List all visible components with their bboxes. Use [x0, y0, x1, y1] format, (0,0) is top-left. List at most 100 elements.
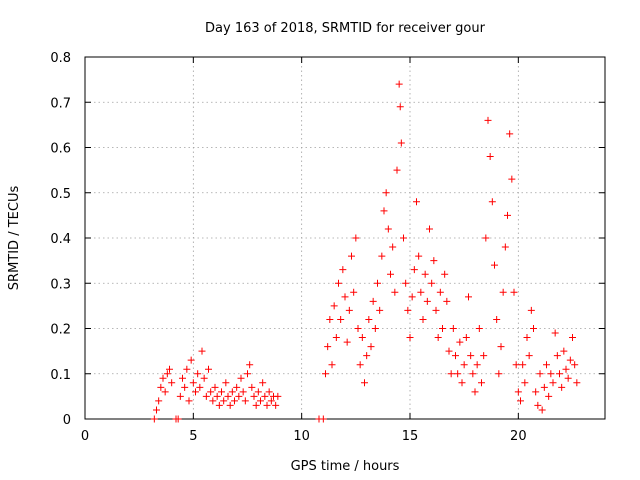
data-point — [532, 388, 540, 396]
y-tick-label: 0.1 — [50, 368, 71, 383]
data-point — [330, 302, 338, 310]
data-point — [254, 388, 262, 396]
data-point — [415, 252, 423, 260]
data-point — [261, 392, 269, 400]
data-point — [185, 397, 193, 405]
data-point — [265, 388, 273, 396]
data-point — [538, 406, 546, 414]
data-point — [558, 383, 566, 391]
data-point — [150, 415, 158, 423]
data-point — [519, 361, 527, 369]
data-point — [488, 198, 496, 206]
data-point — [187, 356, 195, 364]
data-point — [176, 392, 184, 400]
data-point — [397, 139, 405, 147]
x-tick-label: 5 — [189, 429, 197, 444]
data-point — [419, 315, 427, 323]
data-point — [252, 401, 260, 409]
y-axis-title: SRMTID / TECUs — [7, 186, 22, 291]
data-point — [434, 334, 442, 342]
data-point — [454, 370, 462, 378]
data-point — [153, 406, 160, 414]
data-point — [365, 315, 373, 323]
data-point — [441, 270, 449, 278]
data-point — [159, 374, 167, 382]
data-point — [352, 234, 360, 242]
data-point — [233, 383, 241, 391]
data-point — [257, 397, 264, 405]
data-point — [345, 306, 353, 314]
data-point — [341, 293, 349, 301]
data-points — [150, 80, 581, 423]
data-point — [449, 325, 457, 332]
data-point — [272, 401, 280, 409]
data-point — [224, 392, 232, 400]
y-tick-label: 0.4 — [50, 232, 71, 247]
data-point — [553, 352, 561, 360]
data-point — [350, 288, 358, 296]
data-point — [358, 334, 366, 342]
data-point — [241, 397, 249, 405]
data-point — [179, 374, 186, 382]
data-point — [226, 401, 234, 409]
data-point — [491, 261, 498, 269]
data-point — [527, 306, 535, 314]
data-point — [484, 116, 492, 124]
data-point — [183, 365, 191, 373]
data-point — [423, 297, 431, 305]
data-point — [202, 392, 210, 400]
y-tick-label: 0.3 — [50, 277, 71, 292]
data-point — [207, 388, 215, 396]
data-point — [506, 130, 514, 138]
data-point — [402, 279, 410, 287]
x-tick-label: 10 — [293, 429, 310, 444]
x-tick-labels: 0 5 10 15 20 — [81, 429, 527, 444]
data-point — [547, 370, 555, 378]
data-point — [228, 388, 236, 396]
x-tick-label: 20 — [510, 429, 527, 444]
data-point — [493, 315, 501, 323]
data-point — [213, 392, 221, 400]
data-point — [551, 329, 559, 337]
data-point — [467, 352, 475, 360]
data-point — [458, 379, 466, 387]
data-point — [495, 370, 503, 378]
data-point — [471, 388, 479, 396]
data-point — [380, 207, 388, 215]
data-point — [324, 343, 332, 351]
data-point — [209, 397, 217, 405]
data-point — [430, 257, 438, 265]
data-point — [462, 334, 470, 342]
data-point — [376, 306, 384, 314]
data-point — [460, 361, 468, 369]
data-point — [218, 388, 225, 396]
data-point — [382, 189, 390, 197]
data-point — [335, 279, 342, 287]
data-point — [530, 325, 537, 332]
data-point — [465, 293, 472, 301]
data-point — [452, 352, 459, 360]
grid — [85, 57, 605, 419]
data-point — [445, 347, 453, 355]
data-point — [566, 356, 574, 364]
y-tick-label: 0 — [63, 413, 71, 428]
data-point — [569, 334, 576, 342]
data-point — [543, 361, 550, 369]
data-point — [421, 270, 429, 278]
data-point — [426, 225, 433, 233]
x-tick-label: 0 — [81, 429, 89, 444]
data-point — [205, 365, 212, 373]
data-point — [517, 397, 524, 405]
data-point — [534, 401, 542, 409]
data-point — [432, 306, 440, 314]
data-point — [174, 415, 182, 423]
data-point — [556, 370, 563, 378]
data-point — [536, 370, 544, 378]
data-point — [384, 225, 392, 233]
data-point — [443, 297, 451, 305]
data-point — [259, 379, 267, 387]
data-point — [192, 388, 199, 396]
data-point — [328, 361, 336, 369]
data-point — [410, 266, 418, 274]
